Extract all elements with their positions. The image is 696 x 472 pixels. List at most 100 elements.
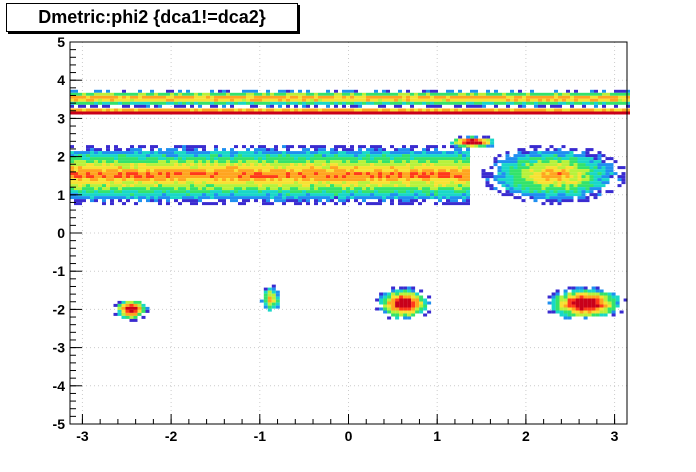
heatmap-cell (611, 301, 616, 305)
heatmap-cell (114, 178, 118, 182)
heatmap-cell (186, 148, 190, 152)
heatmap-cell (410, 160, 414, 164)
heatmap-cell (446, 157, 450, 161)
heatmap-cell (146, 184, 150, 188)
heatmap-cell (446, 92, 450, 96)
heatmap-cell (262, 157, 266, 161)
heatmap-cell (130, 92, 134, 96)
heatmap-cell (86, 98, 90, 102)
heatmap-cell (98, 169, 102, 173)
heatmap-cell (234, 187, 238, 191)
heatmap-cell (446, 178, 450, 182)
heatmap-cell (603, 310, 608, 314)
heatmap-cell (334, 151, 338, 155)
heatmap-cell (533, 199, 538, 203)
heatmap-cell (82, 95, 86, 99)
heatmap-cell (549, 157, 554, 161)
heatmap-cell (426, 178, 430, 182)
heatmap-cell (150, 190, 154, 194)
heatmap-cell (587, 298, 592, 302)
heatmap-cell (438, 199, 442, 203)
heatmap-cell (622, 95, 626, 99)
heatmap-cell (222, 178, 226, 182)
heatmap-cell (410, 157, 414, 161)
heatmap-cell (334, 178, 338, 182)
heatmap-cell (394, 166, 398, 170)
heatmap-cell (566, 111, 570, 115)
heatmap-cell (577, 169, 582, 173)
heatmap-cell (318, 166, 322, 170)
heatmap-cell (122, 175, 126, 179)
heatmap-cell (573, 169, 578, 173)
heatmap-cell (146, 169, 150, 173)
heatmap-cell (454, 163, 458, 167)
heatmap-cell (603, 313, 608, 317)
heatmap-cell (509, 169, 514, 173)
heatmap-cell (362, 111, 366, 115)
heatmap-cell (306, 175, 310, 179)
heatmap-cell (581, 163, 586, 167)
heatmap-cell (306, 187, 310, 191)
heatmap-cell (406, 95, 410, 99)
heatmap-cell (513, 190, 518, 194)
heatmap-cell (362, 154, 366, 158)
heatmap-cell (458, 154, 462, 158)
heatmap-cell (118, 187, 122, 191)
heatmap-cell (562, 98, 566, 102)
heatmap-cell (545, 169, 550, 173)
heatmap-cell (126, 196, 130, 200)
heatmap-cell (434, 154, 438, 158)
heatmap-cell (94, 169, 98, 173)
heatmap-cell (585, 160, 590, 164)
heatmap-cell (158, 98, 162, 102)
heatmap-cell (386, 181, 390, 185)
heatmap-cell (609, 190, 614, 194)
heatmap-cell (414, 196, 418, 200)
heatmap-cell (611, 295, 616, 299)
heatmap-cell (110, 169, 114, 173)
heatmap-cell (537, 160, 542, 164)
heatmap-cell (386, 178, 390, 182)
heatmap-cell (606, 95, 610, 99)
heatmap-cell (565, 184, 570, 188)
heatmap-cell (90, 196, 94, 200)
heatmap-cell (338, 154, 342, 158)
heatmap-cell (186, 178, 190, 182)
heatmap-cell (590, 108, 594, 112)
heatmap-cell (470, 95, 474, 99)
heatmap-cell (250, 181, 254, 185)
heatmap-cell (458, 196, 462, 200)
heatmap-cell (514, 95, 518, 99)
heatmap-cell (563, 298, 568, 302)
heatmap-cell (294, 111, 298, 115)
heatmap-cell (106, 160, 110, 164)
heatmap-cell (82, 154, 86, 158)
heatmap-cell (182, 193, 186, 197)
heatmap-cell (370, 98, 374, 102)
heatmap-cell (298, 89, 302, 93)
heatmap-cell (529, 193, 534, 197)
heatmap-cell (505, 187, 510, 191)
heatmap-cell (74, 169, 78, 173)
heatmap-cell (387, 310, 392, 314)
heatmap-cell (407, 292, 412, 296)
heatmap-cell (114, 196, 118, 200)
heatmap-cell (306, 148, 310, 152)
heatmap-cell (146, 95, 150, 99)
heatmap-cell (254, 163, 258, 167)
heatmap-cell (434, 181, 438, 185)
heatmap-cell (553, 172, 558, 176)
heatmap-cell (314, 145, 318, 149)
heatmap-cell (462, 141, 467, 145)
heatmap-cell (390, 160, 394, 164)
heatmap-cell (94, 111, 98, 115)
heatmap-cell (398, 199, 402, 203)
heatmap-cell (322, 187, 326, 191)
heatmap-cell (122, 151, 126, 155)
heatmap-cell (415, 307, 420, 311)
heatmap-cell (398, 151, 402, 155)
heatmap-cell (82, 166, 86, 170)
heatmap-cell (266, 172, 270, 176)
heatmap-cell (106, 181, 110, 185)
heatmap-cell (194, 178, 198, 182)
